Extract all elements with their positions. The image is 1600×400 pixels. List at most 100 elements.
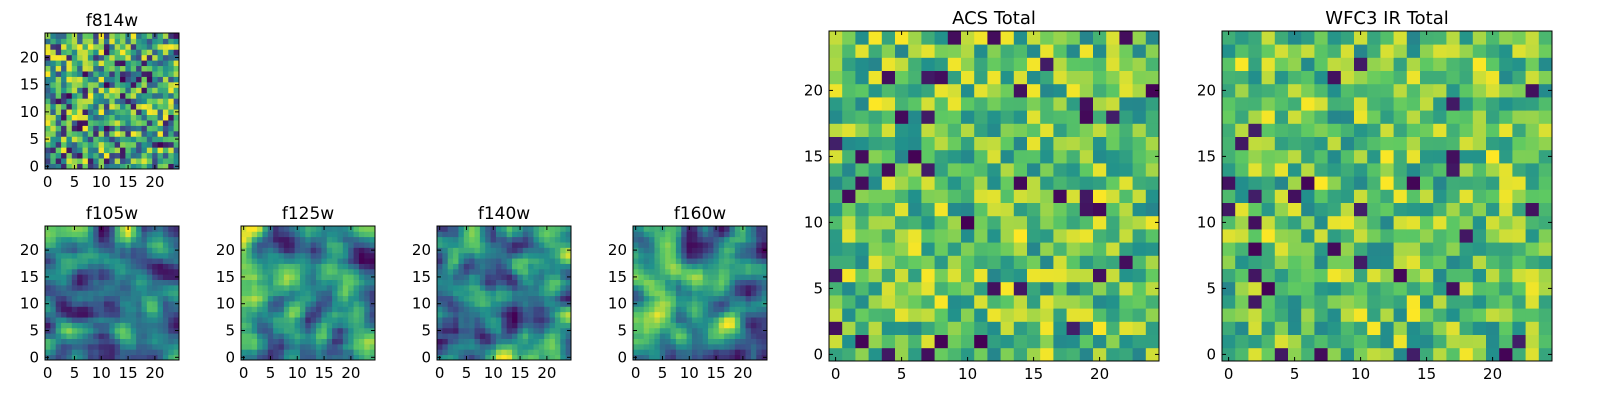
- heatmap-cell: [1459, 347, 1474, 362]
- heatmap-cell: [77, 242, 83, 248]
- heatmap-cell: [921, 255, 935, 269]
- heatmap-cell: [152, 130, 158, 137]
- heatmap-cell: [961, 242, 975, 256]
- heatmap-cell: [659, 236, 666, 243]
- heatmap-cell: [61, 284, 67, 291]
- heatmap-cell: [528, 301, 534, 307]
- heatmap-cell: [761, 333, 768, 339]
- heatmap-cell: [1222, 347, 1236, 362]
- heatmap-cell: [162, 92, 169, 99]
- heatmap-cell: [1433, 31, 1447, 45]
- heatmap-cell: [1499, 189, 1513, 203]
- heatmap-cell: [326, 236, 333, 243]
- heatmap-cell: [1079, 255, 1094, 269]
- heatmap-cell: [495, 333, 502, 339]
- heatmap-cell: [369, 349, 376, 356]
- heatmap-cell: [353, 306, 360, 313]
- heatmap-cell: [734, 263, 741, 270]
- heatmap-cell: [342, 242, 349, 248]
- heatmap-cell: [353, 236, 360, 243]
- heatmap-cell: [173, 98, 180, 105]
- heatmap-cell: [98, 136, 105, 143]
- heatmap-cell: [348, 236, 354, 243]
- heatmap-cell: [93, 87, 99, 94]
- heatmap-cell: [71, 295, 78, 302]
- heatmap-cell: [1145, 295, 1160, 309]
- heatmap-cell: [120, 311, 126, 318]
- heatmap-cell: [246, 284, 253, 291]
- heatmap-cell: [1000, 176, 1015, 190]
- heatmap-cell: [326, 306, 333, 313]
- heatmap-cell: [702, 268, 709, 275]
- heatmap-cell: [1354, 57, 1368, 71]
- heatmap-cell: [1248, 57, 1262, 71]
- heatmap-cell: [686, 317, 693, 323]
- heatmap-cell: [1093, 176, 1107, 190]
- heatmap-cell: [740, 327, 746, 334]
- heatmap-cell: [1354, 281, 1368, 296]
- heatmap-cell: [146, 338, 153, 345]
- heatmap-cell: [66, 130, 73, 137]
- heatmap-cell: [168, 136, 175, 143]
- heatmap-cell: [1499, 347, 1513, 362]
- heatmap-cell: [1248, 110, 1262, 124]
- heatmap-cell: [512, 311, 518, 318]
- heatmap-cell: [756, 349, 763, 356]
- heatmap-cell: [691, 279, 698, 286]
- heatmap-cell: [1000, 70, 1015, 85]
- heatmap-cell: [93, 92, 99, 99]
- heatmap-cell: [278, 311, 285, 318]
- heatmap-cell: [895, 215, 909, 230]
- heatmap-cell: [146, 226, 153, 232]
- heatmap-cell: [729, 247, 736, 254]
- heatmap-cell: [71, 120, 78, 126]
- heatmap-cell: [681, 301, 687, 307]
- heatmap-cell: [453, 317, 459, 323]
- heatmap-cell: [934, 255, 949, 269]
- heatmap-cell: [961, 255, 975, 269]
- heatmap-cell: [316, 231, 322, 238]
- heatmap-cell: [114, 268, 121, 275]
- heatmap-cell: [342, 263, 349, 270]
- heatmap-cell: [1472, 268, 1487, 283]
- heatmap-cell: [87, 136, 94, 143]
- heatmap-cell: [294, 301, 301, 307]
- heatmap-cell: [447, 274, 454, 280]
- heatmap-cell: [702, 247, 709, 254]
- heatmap-cell: [61, 349, 67, 356]
- heatmap-cell: [262, 295, 269, 302]
- heatmap-cell: [251, 338, 258, 345]
- heatmap-cell: [77, 333, 83, 339]
- heatmap-cell: [130, 242, 137, 248]
- heatmap-cell: [162, 120, 169, 126]
- heatmap-cell: [1027, 334, 1041, 349]
- heatmap-cell: [103, 258, 110, 264]
- heatmap-cell: [908, 149, 922, 164]
- heatmap-cell: [1066, 163, 1081, 177]
- heatmap-cell: [974, 242, 988, 256]
- heatmap-cell: [93, 120, 99, 126]
- heatmap-cell: [1288, 242, 1302, 256]
- heatmap-cell: [114, 43, 121, 50]
- heatmap-cell: [506, 354, 513, 361]
- heatmap-cell: [724, 252, 730, 259]
- heatmap-cell: [120, 279, 126, 286]
- heatmap-cell: [1132, 97, 1147, 111]
- heatmap-cell: [750, 236, 757, 243]
- heatmap-cell: [1027, 347, 1041, 362]
- heatmap-cell: [364, 354, 371, 361]
- heatmap-cell: [469, 268, 475, 275]
- heatmap-cell: [98, 306, 105, 313]
- heatmap-cell: [750, 327, 757, 334]
- heatmap-cell: [691, 333, 698, 339]
- heatmap-cell: [895, 308, 909, 322]
- heatmap-cell: [168, 284, 175, 291]
- heatmap-cell: [114, 354, 121, 361]
- heatmap-cell: [157, 268, 164, 275]
- heatmap-cell: [1040, 229, 1054, 243]
- heatmap-cell: [734, 354, 741, 361]
- heatmap-cell: [152, 158, 158, 164]
- heatmap-cell: [77, 311, 83, 318]
- heatmap-cell: [241, 279, 247, 286]
- heatmap-cell: [458, 290, 465, 297]
